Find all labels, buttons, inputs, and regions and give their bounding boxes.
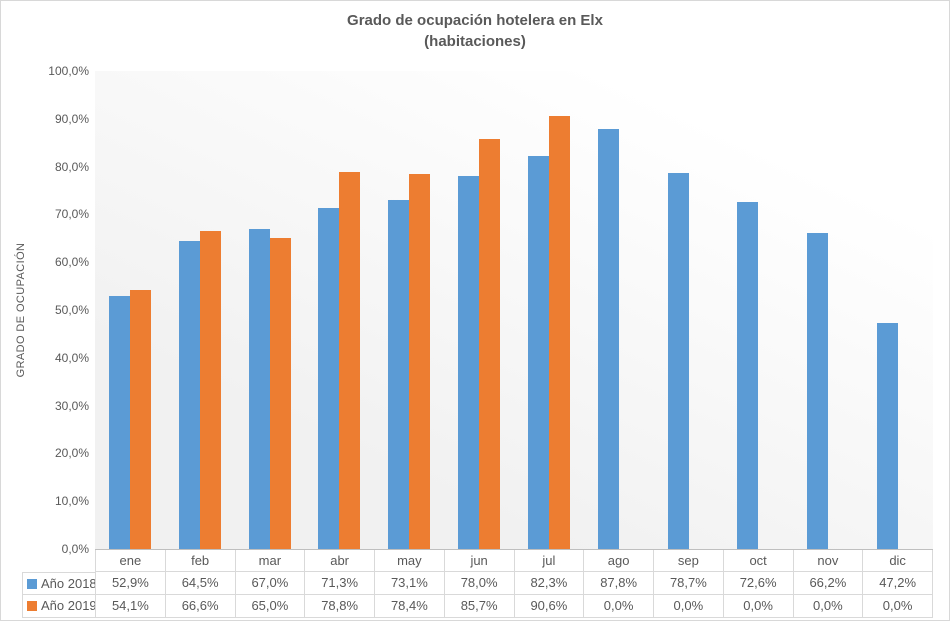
month-header-ene: ene <box>95 550 165 572</box>
legend-key-año-2019: Año 2019 <box>22 595 97 618</box>
bar-may-año-2018 <box>388 199 410 549</box>
month-header-ago: ago <box>583 550 653 572</box>
y-tick-label: 20,0% <box>54 446 89 461</box>
bar-jun-año-2018 <box>458 176 480 549</box>
bar-mar-año-2018 <box>248 228 270 549</box>
value-cell-ene-año-2019: 54,1% <box>95 595 165 618</box>
month-header-dic: dic <box>862 550 933 572</box>
value-cell-may-año-2019: 78,4% <box>374 595 444 618</box>
month-header-nov: nov <box>792 550 863 572</box>
table-header-spacer <box>22 550 95 572</box>
bar-group-jun <box>444 71 514 549</box>
bar-group-may <box>374 71 444 549</box>
value-cell-ago-año-2018: 87,8% <box>583 572 653 595</box>
bar-feb-año-2019 <box>199 230 221 549</box>
value-cell-dic-año-2018: 47,2% <box>862 572 933 595</box>
bar-jun-año-2019 <box>479 139 501 549</box>
bar-feb-año-2018 <box>178 240 200 549</box>
bar-jul-año-2019 <box>548 115 570 549</box>
chart-title-line-1: Grado de ocupación hotelera en Elx <box>347 12 603 29</box>
value-cell-mar-año-2018: 67,0% <box>234 572 305 595</box>
value-cell-dic-año-2019: 0,0% <box>862 595 933 618</box>
value-cell-jul-año-2019: 90,6% <box>513 595 584 618</box>
legend-label: Año 2018 <box>41 575 97 591</box>
bar-oct-año-2018 <box>737 202 759 549</box>
bar-group-mar <box>235 71 305 549</box>
legend-swatch-icon <box>27 578 37 589</box>
month-header-jul: jul <box>513 550 584 572</box>
bar-abr-año-2019 <box>339 172 361 549</box>
bar-ene-año-2018 <box>108 296 130 549</box>
data-table: ene feb mar abr may jun jul ago sep oct nov dic Año… <box>22 550 933 618</box>
value-cell-ago-año-2019: 0,0% <box>583 595 653 618</box>
bar-may-año-2019 <box>409 174 431 549</box>
bar-group-dic <box>863 71 933 549</box>
month-header-mar: mar <box>234 550 305 572</box>
month-header-sep: sep <box>653 550 723 572</box>
value-cell-mar-año-2019: 65,0% <box>234 595 305 618</box>
table-header-row: ene feb mar abr may jun jul ago sep oct nov dic <box>22 550 933 572</box>
legend-key-año-2018: Año 2018 <box>22 572 97 595</box>
value-cell-feb-año-2018: 64,5% <box>164 572 235 595</box>
bar-ago-año-2018 <box>597 129 619 549</box>
table-row-año-2018: Año 2018 52,9% 64,5% 67,0% 71,3% 73,1% 78,0% 82… <box>22 572 933 595</box>
bar-group-nov <box>793 71 863 549</box>
y-tick-label: 100,0% <box>48 64 89 78</box>
y-tick-label: 80,0% <box>54 159 89 174</box>
plot-area <box>95 71 933 549</box>
y-tick-label: 10,0% <box>54 494 89 509</box>
y-tick-label: 40,0% <box>54 350 89 365</box>
chart-title-line-2: (habitaciones) <box>424 33 526 50</box>
month-header-may: may <box>374 550 444 572</box>
bar-group-sep <box>654 71 724 549</box>
y-tick-label: 70,0% <box>54 207 89 222</box>
y-tick-label: 90,0% <box>54 111 89 126</box>
bar-ene-año-2019 <box>129 290 151 549</box>
x-axis-line <box>95 549 933 550</box>
bar-jul-año-2018 <box>527 155 549 549</box>
table-row-año-2019: Año 2019 54,1% 66,6% 65,0% 78,8% 78,4% 85,7% 90… <box>22 595 933 618</box>
value-cell-jun-año-2018: 78,0% <box>443 572 514 595</box>
month-header-feb: feb <box>164 550 235 572</box>
bar-group-ago <box>584 71 654 549</box>
y-tick-label: 60,0% <box>54 255 89 270</box>
y-tick-label: 30,0% <box>54 398 89 413</box>
value-cell-feb-año-2019: 66,6% <box>164 595 235 618</box>
value-cell-oct-año-2019: 0,0% <box>722 595 793 618</box>
value-cell-sep-año-2018: 78,7% <box>653 572 723 595</box>
value-cell-nov-año-2019: 0,0% <box>792 595 863 618</box>
bar-sep-año-2018 <box>667 172 689 549</box>
value-cell-oct-año-2018: 72,6% <box>722 572 793 595</box>
bar-dic-año-2018 <box>877 323 899 549</box>
bar-group-jul <box>514 71 584 549</box>
chart-title: Grado de ocupación hotelera en Elx (habi… <box>1 10 949 52</box>
bar-mar-año-2019 <box>269 238 291 549</box>
legend-swatch-icon <box>27 601 37 611</box>
month-header-abr: abr <box>304 550 374 572</box>
value-cell-abr-año-2019: 78,8% <box>304 595 374 618</box>
bar-nov-año-2018 <box>807 232 829 549</box>
y-tick-label: 50,0% <box>54 303 89 317</box>
value-cell-sep-año-2019: 0,0% <box>653 595 723 618</box>
bar-group-abr <box>304 71 374 549</box>
value-cell-nov-año-2018: 66,2% <box>792 572 863 595</box>
bar-group-feb <box>165 71 235 549</box>
legend-label: Año 2019 <box>41 598 97 613</box>
value-cell-jun-año-2019: 85,7% <box>443 595 514 618</box>
value-cell-jul-año-2018: 82,3% <box>513 572 584 595</box>
month-header-oct: oct <box>722 550 793 572</box>
y-tick-label: 0,0% <box>61 542 89 556</box>
value-cell-abr-año-2018: 71,3% <box>304 572 374 595</box>
bar-group-ene <box>95 71 165 549</box>
value-cell-ene-año-2018: 52,9% <box>95 572 165 595</box>
bar-abr-año-2018 <box>318 208 340 549</box>
value-cell-may-año-2018: 73,1% <box>374 572 444 595</box>
y-axis-tick-labels: 100,0% 90,0% 80,0% 70,0% 60,0% 50,0% 40,0% 30,0… <box>1 1 89 620</box>
bar-group-oct <box>723 71 793 549</box>
month-header-jun: jun <box>443 550 514 572</box>
